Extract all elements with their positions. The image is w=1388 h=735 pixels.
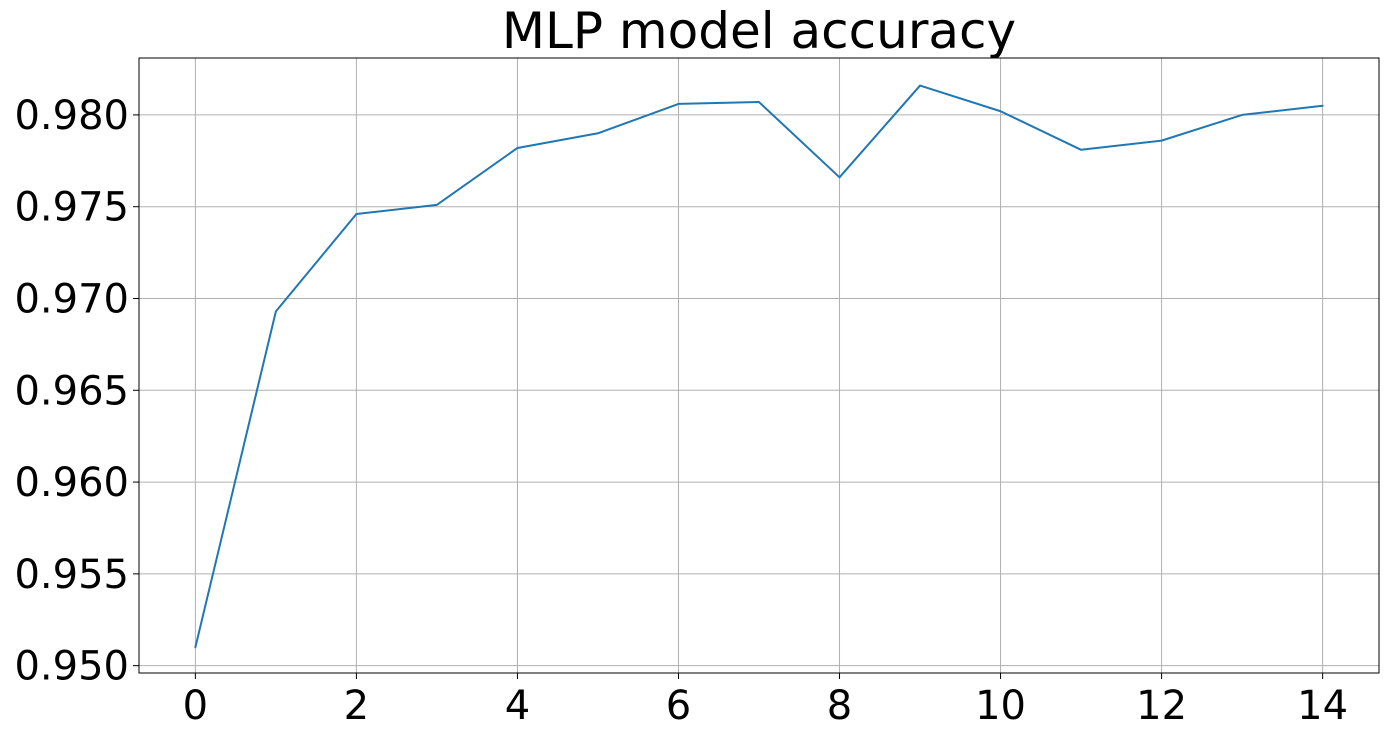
x-tick-label: 4 — [505, 683, 530, 729]
x-tick-label: 8 — [827, 683, 852, 729]
y-tick-label: 0.975 — [14, 185, 129, 231]
x-tick-label: 0 — [183, 683, 208, 729]
x-axis: 0 2 4 6 8 10 12 14 — [183, 673, 1348, 729]
x-tick-label: 10 — [975, 683, 1026, 729]
y-tick-label: 0.970 — [14, 276, 129, 322]
x-tick-label: 2 — [344, 683, 369, 729]
y-tick-label: 0.955 — [14, 552, 129, 598]
axes-frame — [138, 57, 1380, 674]
y-tick-label: 0.950 — [14, 644, 129, 690]
y-tick-label: 0.960 — [14, 460, 129, 506]
y-axis: 0.950 0.955 0.960 0.965 0.970 0.975 0.980 — [14, 93, 139, 690]
chart-title: MLP model accuracy — [502, 2, 1016, 60]
x-tick-label: 12 — [1136, 683, 1187, 729]
y-tick-label: 0.980 — [14, 93, 129, 139]
x-tick-label: 14 — [1297, 683, 1348, 729]
x-tick-label: 6 — [666, 683, 691, 729]
series-line-accuracy — [194, 84, 1324, 649]
series-layer — [194, 84, 1324, 649]
grid — [139, 58, 1379, 673]
y-tick-label: 0.965 — [14, 368, 129, 414]
